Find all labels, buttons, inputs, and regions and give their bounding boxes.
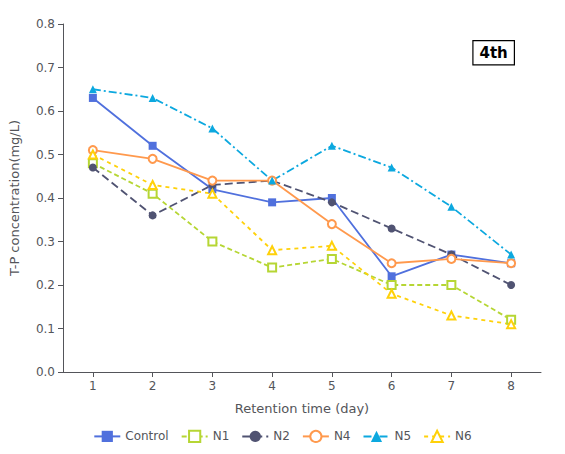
svg-text:0.7: 0.7: [36, 61, 55, 75]
svg-text:N2: N2: [273, 429, 290, 443]
svg-text:5: 5: [328, 379, 336, 393]
svg-text:N1: N1: [213, 429, 230, 443]
svg-text:6: 6: [388, 379, 396, 393]
svg-text:0.8: 0.8: [36, 17, 55, 31]
svg-text:N4: N4: [334, 429, 351, 443]
svg-text:N6: N6: [455, 429, 472, 443]
svg-text:0.6: 0.6: [36, 104, 55, 118]
svg-text:N5: N5: [394, 429, 411, 443]
svg-text:T-P concentration(mg/L): T-P concentration(mg/L): [7, 120, 22, 277]
svg-text:3: 3: [209, 379, 217, 393]
svg-text:Retention time (day): Retention time (day): [235, 401, 369, 416]
svg-text:0.3: 0.3: [36, 235, 55, 249]
svg-text:0.2: 0.2: [36, 278, 55, 292]
svg-text:0.0: 0.0: [36, 365, 55, 379]
svg-text:0.1: 0.1: [36, 322, 55, 336]
svg-text:4: 4: [268, 379, 276, 393]
svg-text:4th: 4th: [480, 44, 508, 62]
svg-text:1: 1: [89, 379, 97, 393]
svg-text:Control: Control: [125, 429, 168, 443]
svg-text:0.4: 0.4: [36, 191, 55, 205]
svg-text:8: 8: [507, 379, 515, 393]
svg-text:2: 2: [149, 379, 157, 393]
svg-text:0.5: 0.5: [36, 148, 55, 162]
svg-text:7: 7: [448, 379, 456, 393]
